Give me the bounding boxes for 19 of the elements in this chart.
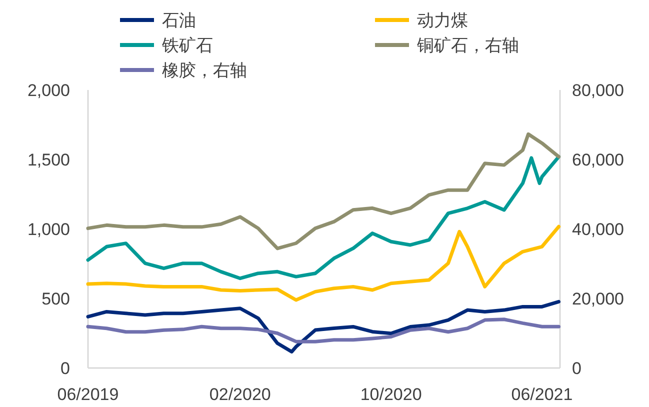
y2-tick-label: 40,000 xyxy=(572,220,624,239)
y-tick-label: 500 xyxy=(42,290,70,308)
x-tick-label: 06/2021 xyxy=(511,385,573,404)
y-tick-label: 1,500 xyxy=(27,150,70,170)
legend-label: 铁矿石 xyxy=(161,36,213,55)
x-tick-label: 10/2020 xyxy=(360,385,422,404)
y2-tick-label: 80,000 xyxy=(572,81,624,100)
legend-label: 铜矿石，右轴 xyxy=(416,36,519,55)
y-tick-label: 1,000 xyxy=(27,220,70,239)
y2-tick-label: 60,000 xyxy=(572,150,624,170)
x-tick-label: 06/2019 xyxy=(57,385,119,404)
legend-label: 石油 xyxy=(162,11,196,30)
x-tick-label: 02/2020 xyxy=(209,385,271,404)
y-tick-label: 0 xyxy=(60,359,70,378)
y-tick-label: 2,000 xyxy=(27,81,70,100)
legend-label: 动力煤 xyxy=(417,11,468,30)
y2-tick-label: 0 xyxy=(572,359,582,378)
legend-label: 橡胶，右轴 xyxy=(162,61,247,80)
y2-tick-label: 20,000 xyxy=(572,290,624,308)
